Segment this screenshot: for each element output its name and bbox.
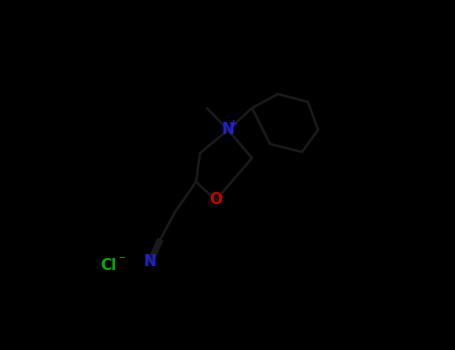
Text: Cl: Cl <box>100 259 116 273</box>
Text: ⁻: ⁻ <box>118 254 124 267</box>
Text: O: O <box>209 193 222 208</box>
Text: N: N <box>144 254 157 270</box>
Text: N: N <box>222 122 234 138</box>
Text: +: + <box>228 119 238 129</box>
